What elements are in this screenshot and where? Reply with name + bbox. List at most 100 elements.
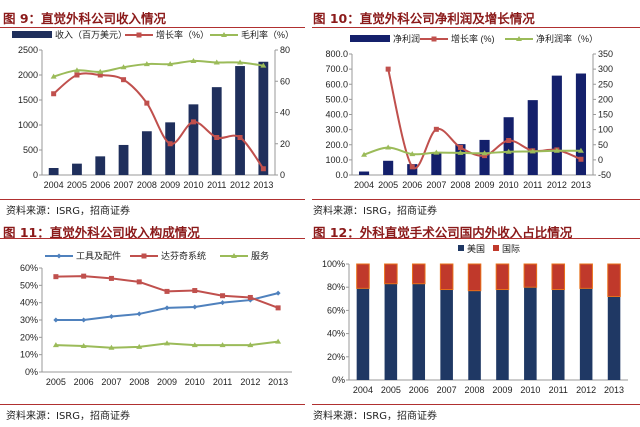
x-tick-label: 2011 bbox=[549, 385, 568, 395]
data-point bbox=[409, 164, 415, 170]
y-tick-label: 0% bbox=[25, 367, 38, 377]
data-point bbox=[81, 273, 87, 279]
title-rule bbox=[0, 27, 305, 28]
legend-label: 增长率（%） bbox=[156, 29, 209, 40]
data-point bbox=[56, 253, 62, 259]
x-tick-label: 2007 bbox=[114, 180, 134, 190]
bar-国际 bbox=[439, 263, 454, 291]
data-point bbox=[505, 148, 512, 154]
x-tick-label: 2011 bbox=[207, 180, 226, 190]
data-point bbox=[80, 343, 87, 348]
data-point bbox=[51, 91, 57, 97]
y-tick-label: 0.0 bbox=[335, 170, 348, 180]
data-point bbox=[167, 141, 173, 147]
x-tick-label: 2009 bbox=[160, 180, 180, 190]
bar bbox=[235, 66, 245, 175]
bar-美国 bbox=[468, 290, 481, 380]
x-tick-label: 2008 bbox=[465, 385, 485, 395]
y-tick-label: 2500 bbox=[18, 45, 38, 55]
title-rule bbox=[312, 238, 640, 239]
x-tick-label: 2004 bbox=[44, 180, 64, 190]
bar-国际 bbox=[356, 263, 370, 289]
y-tick-label: 80% bbox=[327, 282, 345, 292]
data-point bbox=[108, 275, 114, 281]
source-note: 资料来源：ISRG，招商证券 bbox=[6, 206, 130, 217]
legend-label: 工具及配件 bbox=[76, 250, 121, 261]
x-tick-label: 2005 bbox=[46, 377, 66, 387]
x-tick-label: 2009 bbox=[492, 385, 512, 395]
series-line bbox=[363, 146, 581, 156]
y2-tick-label: 40 bbox=[280, 108, 290, 118]
bar-美国 bbox=[579, 288, 593, 380]
y2-tick-label: 20 bbox=[280, 139, 290, 149]
data-point bbox=[275, 305, 281, 311]
data-point bbox=[516, 36, 522, 41]
bar bbox=[188, 104, 199, 175]
bar-国际 bbox=[523, 263, 538, 288]
data-point bbox=[506, 138, 512, 144]
data-point bbox=[164, 340, 170, 346]
x-tick-label: 2012 bbox=[547, 180, 567, 190]
y-tick-label: 500.0 bbox=[325, 94, 348, 104]
source-rule bbox=[0, 404, 305, 405]
data-point bbox=[190, 57, 197, 63]
title-rule bbox=[312, 27, 640, 28]
x-tick-label: 2013 bbox=[268, 377, 288, 387]
data-point bbox=[53, 274, 59, 280]
data-point bbox=[221, 32, 227, 37]
data-point bbox=[73, 67, 80, 73]
legend-label: 毛利率（%） bbox=[241, 29, 294, 40]
x-tick-label: 2013 bbox=[253, 180, 273, 190]
x-tick-label: 2010 bbox=[520, 385, 540, 395]
y-tick-label: 10% bbox=[20, 350, 38, 360]
bar-美国 bbox=[524, 287, 537, 380]
y-tick-label: 0 bbox=[33, 170, 38, 180]
x-tick-label: 2010 bbox=[183, 180, 203, 190]
legend-label: 国际 bbox=[502, 244, 520, 254]
y-tick-label: 50% bbox=[20, 280, 38, 290]
data-point bbox=[237, 135, 243, 140]
data-point bbox=[457, 149, 464, 155]
source-note: 资料来源：ISRG，招商证券 bbox=[6, 411, 130, 422]
y-tick-label: 30% bbox=[20, 315, 38, 325]
data-point bbox=[247, 342, 254, 348]
x-tick-label: 2010 bbox=[499, 180, 519, 190]
data-point bbox=[143, 61, 150, 67]
x-tick-label: 2005 bbox=[378, 180, 398, 190]
bar-国际 bbox=[411, 263, 426, 285]
x-tick-label: 2013 bbox=[604, 385, 624, 395]
series-line bbox=[53, 72, 265, 170]
data-point bbox=[578, 156, 584, 162]
data-point bbox=[529, 148, 536, 154]
y-tick-label: 100.0 bbox=[325, 155, 348, 165]
y-tick-label: 20% bbox=[327, 352, 345, 362]
x-tick-label: 2008 bbox=[450, 180, 470, 190]
legend-swatch bbox=[350, 35, 390, 42]
bar bbox=[211, 87, 222, 175]
y-tick-label: 40% bbox=[20, 298, 38, 308]
data-point bbox=[136, 32, 142, 38]
source-rule bbox=[312, 199, 640, 200]
x-tick-label: 2011 bbox=[523, 180, 542, 190]
bar bbox=[527, 100, 538, 175]
x-tick-label: 2012 bbox=[230, 180, 250, 190]
data-point bbox=[457, 144, 463, 150]
y2-tick-label: 0 bbox=[280, 170, 285, 180]
y-tick-label: 700.0 bbox=[325, 64, 348, 74]
data-point bbox=[220, 300, 226, 306]
data-point bbox=[108, 344, 115, 350]
bar-国际 bbox=[495, 263, 510, 291]
legend-label: 收入（百万美元） bbox=[55, 29, 127, 40]
x-tick-label: 2004 bbox=[353, 385, 373, 395]
y-tick-label: 20% bbox=[20, 332, 38, 342]
bar-美国 bbox=[551, 289, 565, 380]
bar-国际 bbox=[384, 263, 398, 285]
title-rule bbox=[0, 238, 305, 239]
legend-swatch bbox=[493, 245, 499, 251]
bar bbox=[95, 156, 106, 175]
data-point bbox=[231, 253, 237, 258]
bar-美国 bbox=[496, 289, 509, 380]
bar bbox=[383, 160, 394, 175]
source-note: 资料来源：ISRG，招商证券 bbox=[313, 411, 437, 422]
